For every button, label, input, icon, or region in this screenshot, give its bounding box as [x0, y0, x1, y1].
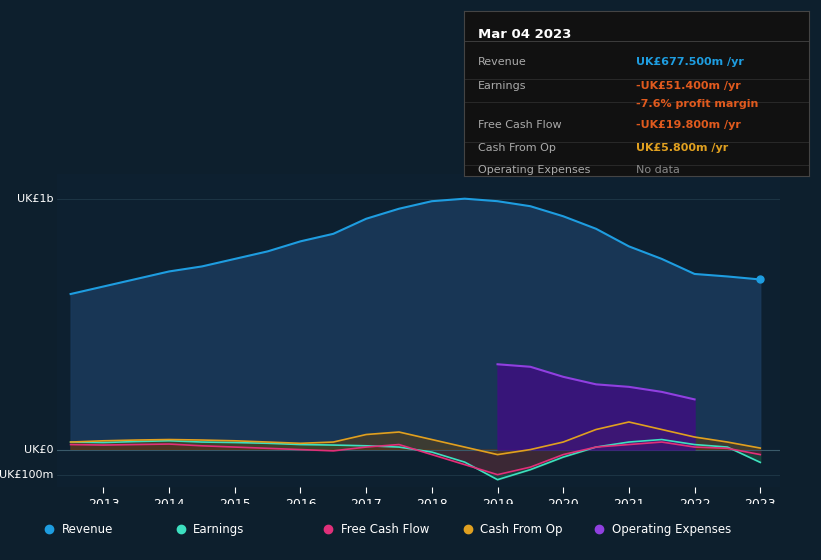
Text: -UK£100m: -UK£100m [0, 470, 54, 480]
Text: Cash From Op: Cash From Op [478, 143, 556, 153]
Text: Earnings: Earnings [478, 81, 526, 91]
Text: Earnings: Earnings [193, 522, 245, 536]
Text: Revenue: Revenue [62, 522, 113, 536]
Text: UK£5.800m /yr: UK£5.800m /yr [636, 143, 728, 153]
Text: UK£1b: UK£1b [17, 194, 54, 204]
Text: No data: No data [636, 165, 680, 175]
Text: Operating Expenses: Operating Expenses [612, 522, 731, 536]
Text: Free Cash Flow: Free Cash Flow [341, 522, 429, 536]
Text: UK£677.500m /yr: UK£677.500m /yr [636, 58, 744, 67]
Text: Revenue: Revenue [478, 58, 526, 67]
Text: -7.6% profit margin: -7.6% profit margin [636, 99, 759, 109]
Text: UK£0: UK£0 [25, 445, 54, 455]
Text: -UK£51.400m /yr: -UK£51.400m /yr [636, 81, 741, 91]
Text: Cash From Op: Cash From Op [480, 522, 562, 536]
Text: Free Cash Flow: Free Cash Flow [478, 120, 562, 130]
Text: -UK£19.800m /yr: -UK£19.800m /yr [636, 120, 741, 130]
Text: Mar 04 2023: Mar 04 2023 [478, 28, 571, 41]
Text: Operating Expenses: Operating Expenses [478, 165, 590, 175]
